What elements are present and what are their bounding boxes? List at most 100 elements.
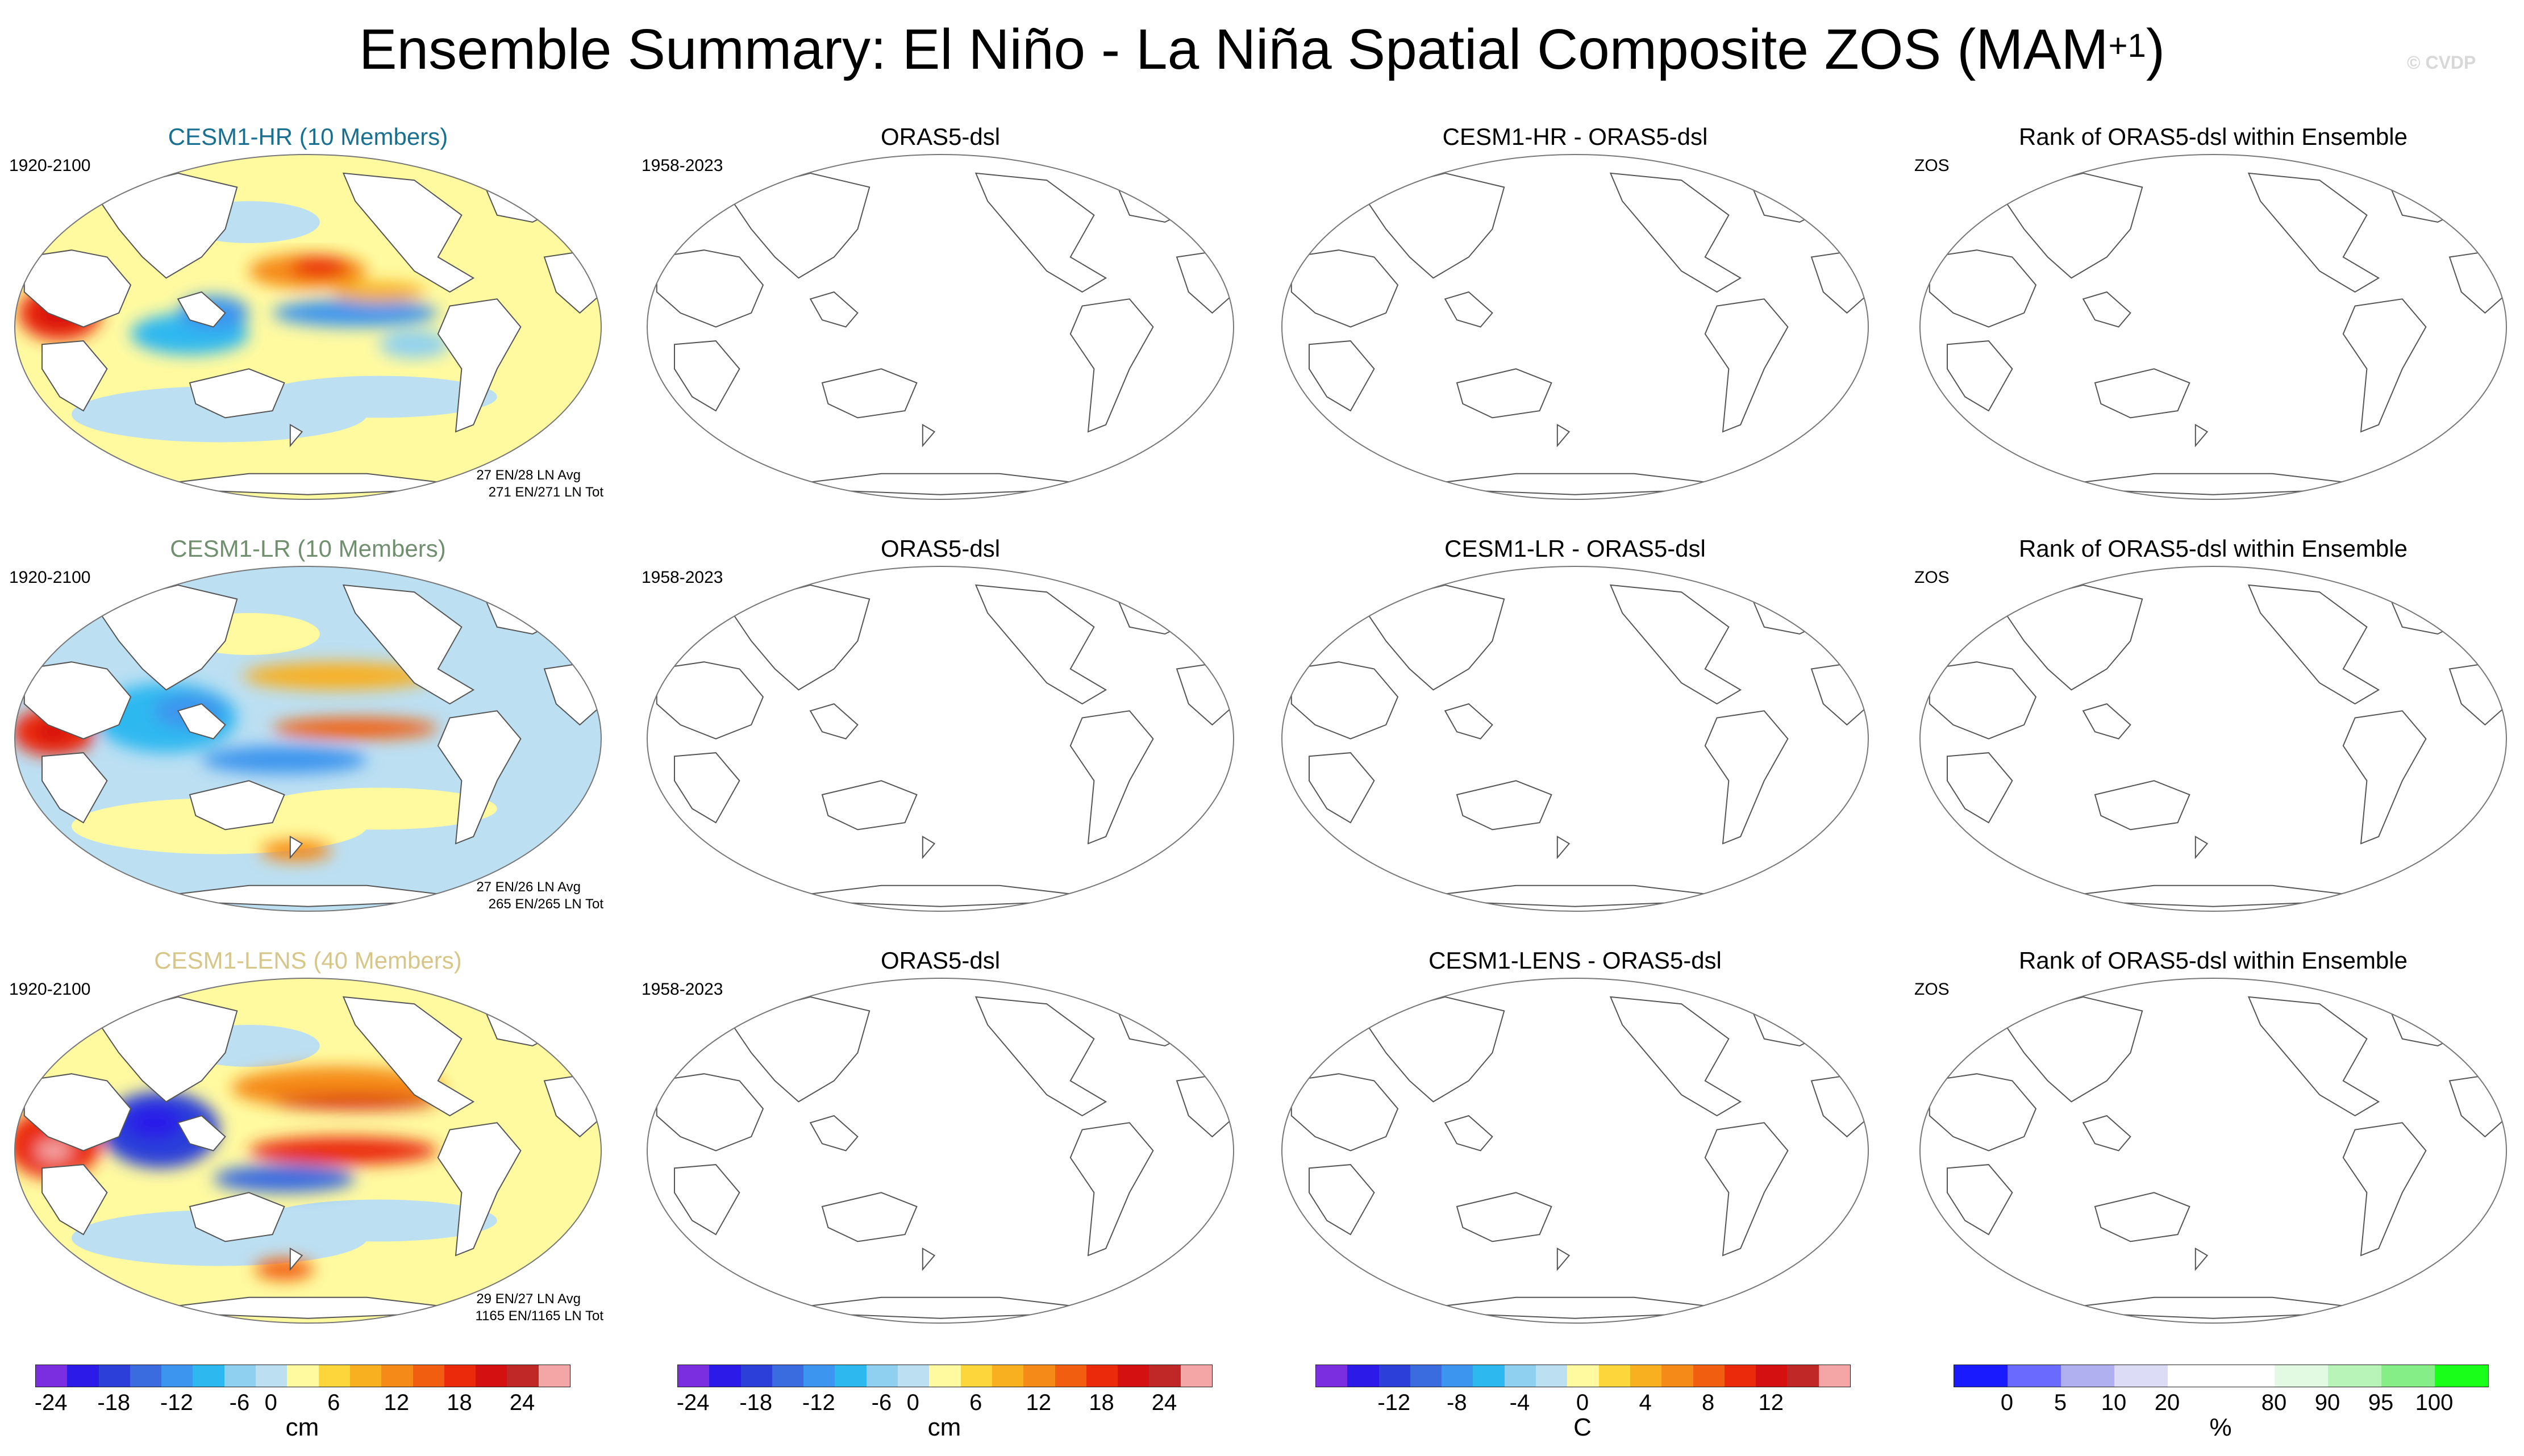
anomaly-region — [213, 1165, 356, 1193]
colorbar-tick-label: 6 — [327, 1390, 340, 1415]
coastline — [130, 473, 486, 495]
colorbar-swatch — [1630, 1365, 1662, 1387]
colorbar-swatch — [1347, 1365, 1379, 1387]
coastline — [656, 661, 764, 740]
coastline — [177, 291, 226, 328]
anomaly-region — [260, 376, 497, 418]
coastline — [726, 584, 871, 691]
anomaly-region — [255, 1259, 314, 1280]
colorbar-swatch — [1661, 1365, 1693, 1387]
coastline — [2342, 710, 2427, 845]
page-title: Ensemble Summary: El Niño - La Niña Spat… — [359, 18, 2165, 81]
colorbar-swatch — [2275, 1365, 2328, 1387]
colorbar-swatch — [2435, 1365, 2488, 1387]
map-border — [1281, 154, 1869, 500]
colorbar-swatch — [1410, 1365, 1442, 1387]
colorbar-swatch — [318, 1365, 350, 1387]
coastline — [1361, 172, 1505, 279]
stat-avg-label: 29 EN/27 LN Avg — [476, 1291, 581, 1307]
colorbar-swatch — [929, 1365, 961, 1387]
coastline — [974, 172, 1107, 293]
coastline — [41, 1164, 108, 1236]
colorbar-swatch — [2221, 1365, 2275, 1387]
coastline — [2247, 584, 2380, 705]
colorbar-swatch — [2381, 1365, 2435, 1387]
colorbar-swatch — [1473, 1365, 1505, 1387]
coastline — [1947, 340, 2013, 412]
coastline — [1704, 1122, 1789, 1257]
coastline — [177, 703, 226, 740]
colorbar-swatch — [349, 1365, 382, 1387]
period-label: ZOS — [1914, 156, 1950, 175]
coastline — [484, 584, 575, 635]
colorbar-tick-label: -18 — [739, 1390, 773, 1415]
rank-panel-title: Rank of ORAS5-dsl within Ensemble — [2019, 947, 2408, 974]
colorbar-swatch — [992, 1365, 1024, 1387]
colorbar-swatch — [678, 1365, 710, 1387]
colorbar-swatch — [1536, 1365, 1568, 1387]
colorbar-swatch — [1316, 1365, 1348, 1387]
period-label: 1920-2100 — [9, 568, 91, 587]
anomaly-region — [378, 330, 450, 358]
map-border — [1919, 154, 2507, 500]
coastline — [1309, 752, 1375, 824]
coastline — [189, 368, 285, 419]
coastline — [763, 885, 1118, 907]
coastline — [974, 584, 1107, 705]
stat-avg-label: 27 EN/28 LN Avg — [476, 468, 581, 483]
coastline — [23, 1073, 132, 1152]
colorbar-tick-label: -8 — [1447, 1390, 1467, 1415]
coastline — [342, 172, 475, 293]
colorbar-swatch — [413, 1365, 444, 1387]
coastline — [289, 423, 303, 448]
coastline — [130, 885, 486, 907]
coastline — [821, 1192, 918, 1242]
colorbar-swatch — [1149, 1365, 1181, 1387]
empty-map — [1919, 978, 2507, 1324]
period-label: 1920-2100 — [9, 156, 91, 175]
colorbar-swatch — [538, 1365, 570, 1387]
colorbar-swatch — [36, 1365, 68, 1387]
empty-map — [647, 154, 1234, 500]
coastline — [674, 340, 740, 412]
colorbar-tick-label: 10 — [2101, 1390, 2127, 1415]
obs-panel-title: ORAS5-dsl — [880, 535, 1001, 562]
colorbar-swatch — [1442, 1365, 1473, 1387]
coastline — [1309, 340, 1375, 412]
coastline — [821, 368, 918, 419]
coastline — [130, 1296, 486, 1319]
coastline — [41, 752, 108, 824]
colorbar-anomaly — [35, 1365, 570, 1387]
rank-panel-title: Rank of ORAS5-dsl within Ensemble — [2019, 535, 2408, 562]
empty-map — [1281, 154, 1869, 500]
colorbar-tick-label: -18 — [97, 1390, 131, 1415]
coastline — [2342, 298, 2427, 433]
coastline — [726, 172, 871, 279]
coastline — [1176, 249, 1234, 314]
composite-map — [14, 566, 602, 912]
coastline — [1556, 423, 1571, 448]
coastline — [1751, 584, 1842, 635]
watermark: © CVDP — [2407, 52, 2476, 73]
period-label: 1958-2023 — [642, 980, 723, 999]
stat-tot-label: 271 EN/271 LN Tot — [488, 485, 603, 500]
colorbar-swatch — [1598, 1365, 1630, 1387]
period-label: 1958-2023 — [642, 568, 723, 587]
coastline — [1999, 172, 2143, 279]
coastline — [1456, 368, 1552, 419]
colorbar-anomaly — [677, 1365, 1213, 1387]
coastline — [2035, 473, 2391, 495]
coastline — [1999, 996, 2143, 1103]
model-panel-title: CESM1-HR (10 Members) — [168, 123, 448, 150]
coastline — [2094, 1192, 2190, 1242]
coastline — [342, 584, 475, 705]
colorbar-swatch — [256, 1365, 288, 1387]
empty-map — [1919, 566, 2507, 912]
coastline — [2448, 1073, 2506, 1138]
anomaly-region — [124, 1105, 184, 1141]
colorbar-swatch — [1724, 1365, 1756, 1387]
colorbar-tick-label: -12 — [1377, 1390, 1411, 1415]
empty-map — [647, 978, 1234, 1324]
coastline — [1929, 249, 2037, 328]
colorbar-unit-label: C — [1573, 1413, 1592, 1441]
